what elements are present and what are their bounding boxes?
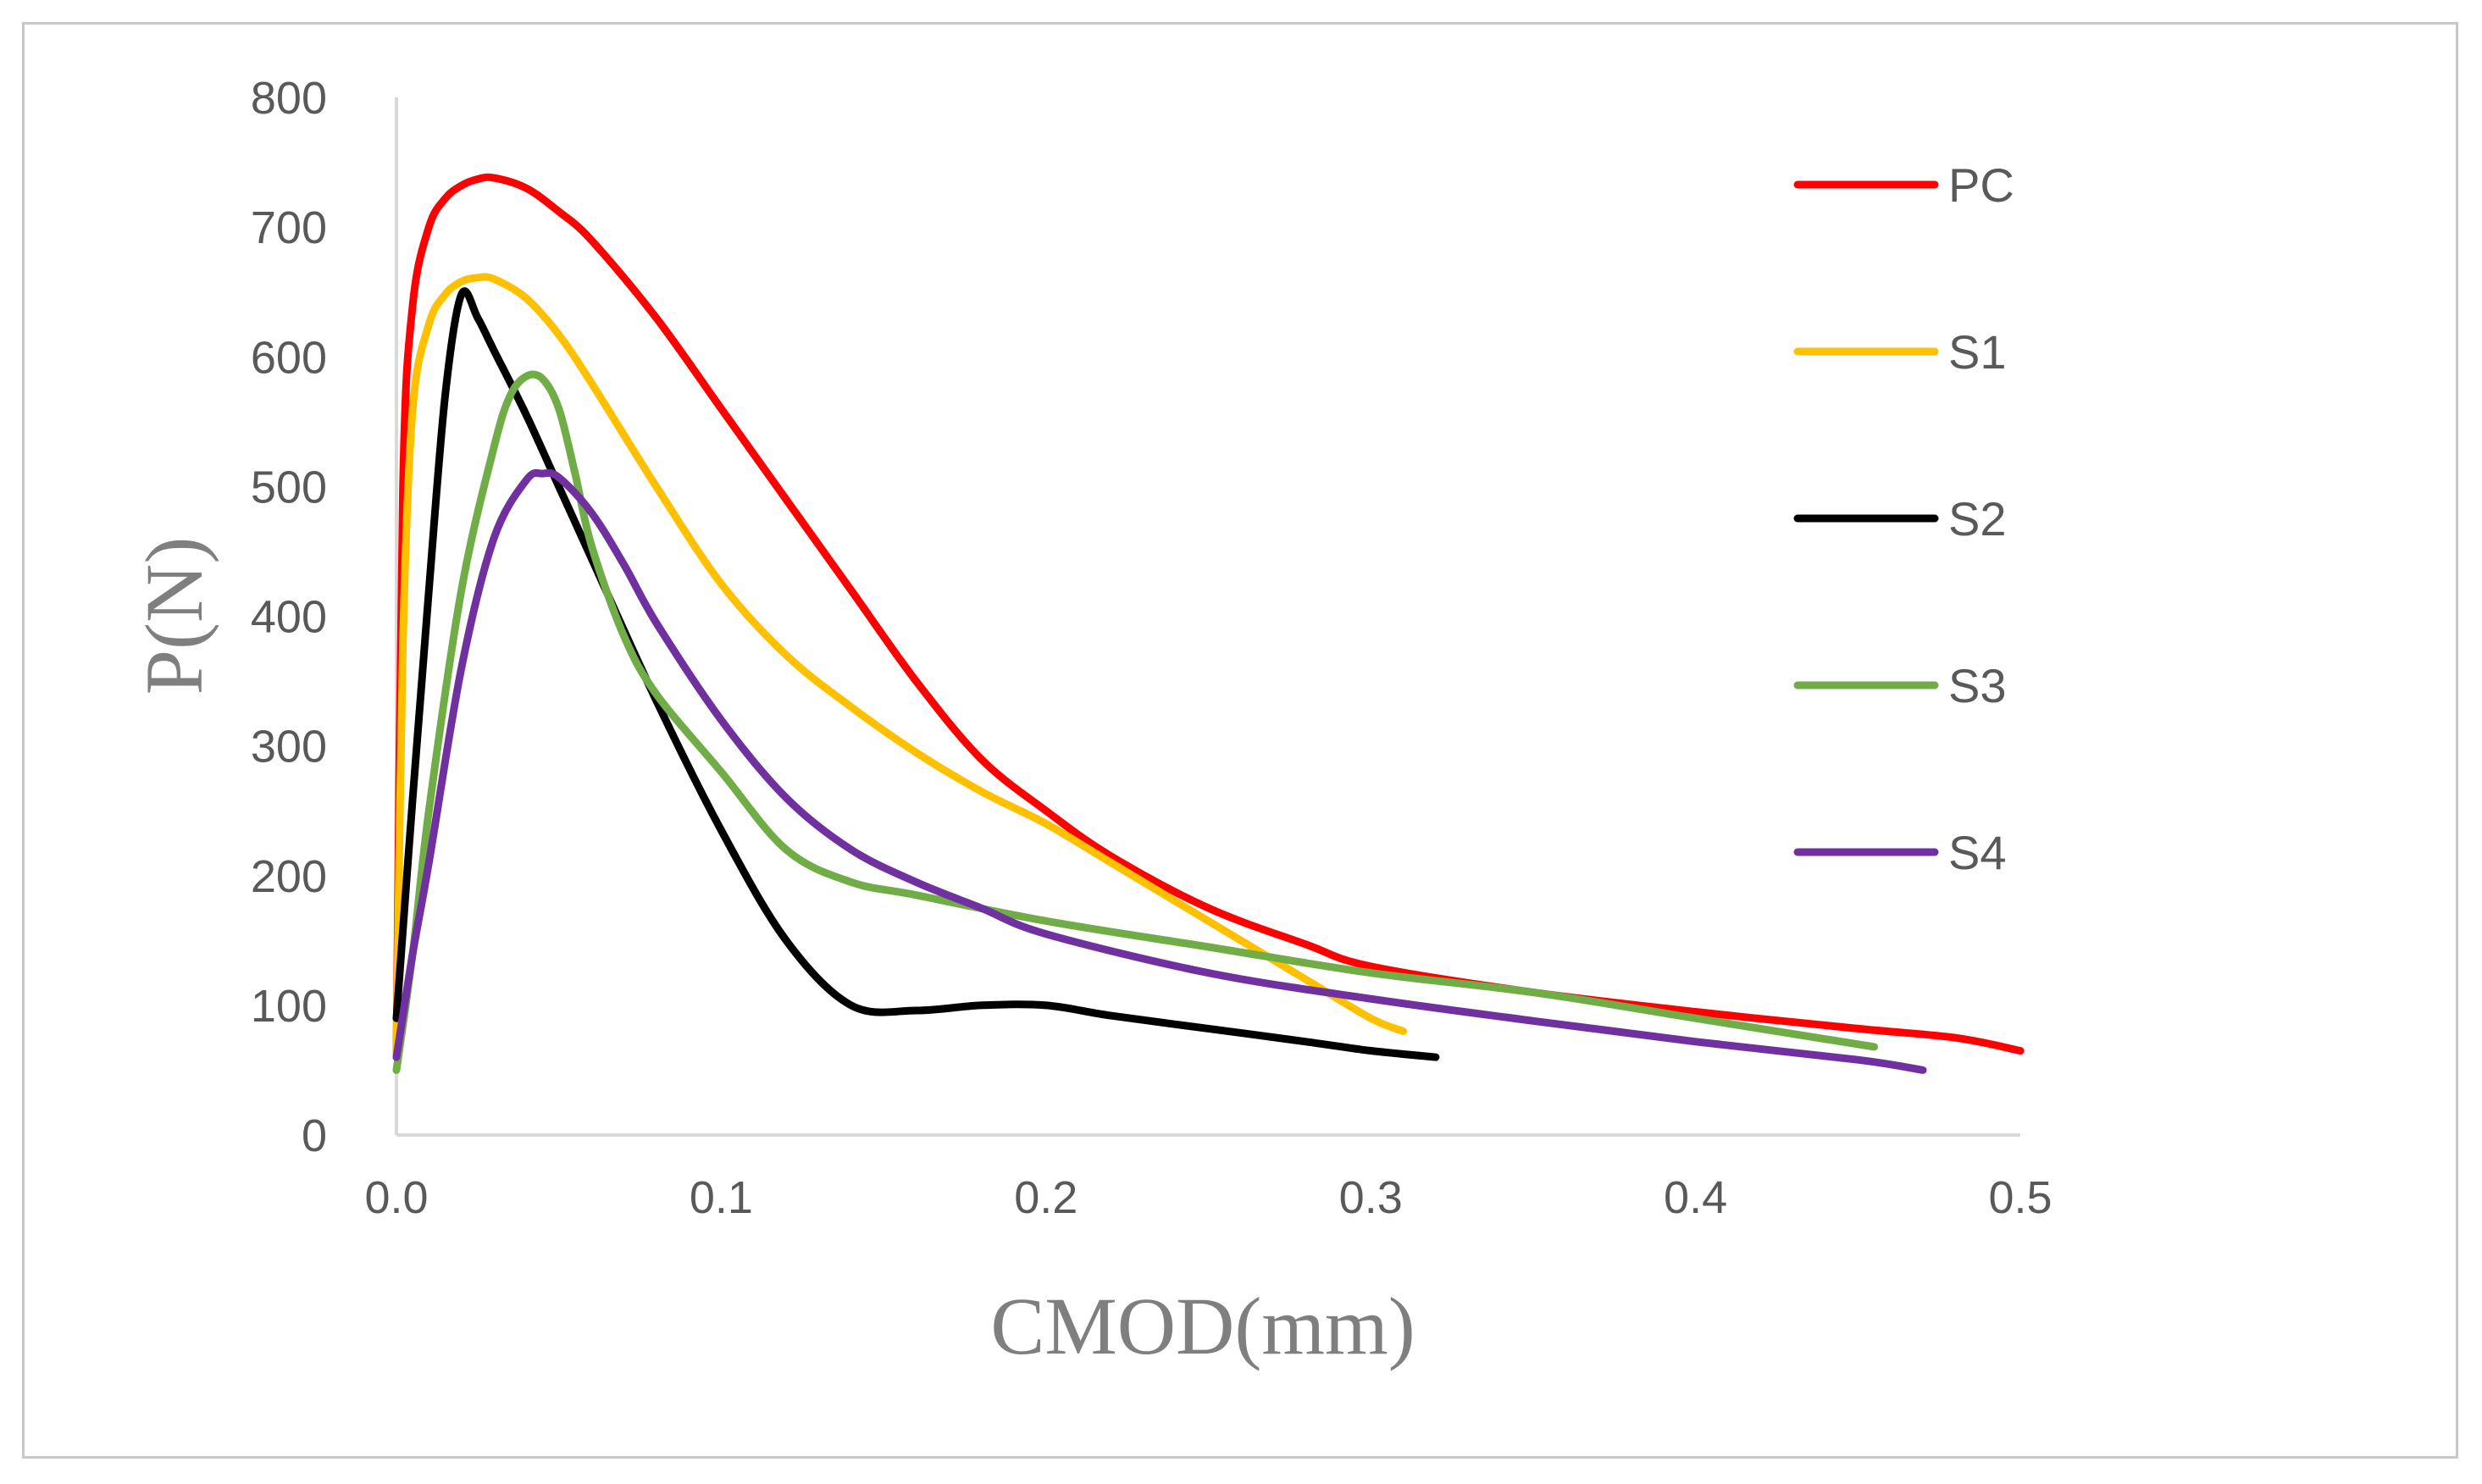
y-tick-label: 800 [251,73,327,124]
x-tick-label: 0.4 [1664,1172,1727,1223]
legend-label-s4: S4 [1948,826,2007,879]
y-axis-title: P(N) [129,537,219,695]
x-tick-label: 0.0 [364,1172,428,1223]
legend-label-s1: S1 [1948,325,2007,379]
x-tick-label: 0.1 [690,1172,753,1223]
chart-frame [22,22,2458,1459]
axes [395,97,2020,1137]
y-tick-label: 700 [251,202,327,253]
y-tick-label: 100 [251,981,327,1032]
legend-label-s2: S2 [1948,492,2007,545]
tick-labels: 0.0 0.1 0.2 0.3 0.4 0.5 0 100 200 300 400 500 600 700… [251,73,2053,1223]
y-tick-label: 500 [251,462,327,512]
x-tick-label: 0.2 [1014,1172,1078,1223]
y-tick-label: 600 [251,332,327,383]
y-tick-label: 200 [251,851,327,902]
legend-label-s3: S3 [1948,659,2007,712]
series-line-s1 [392,273,1407,1061]
x-tick-label: 0.3 [1339,1172,1403,1223]
series-line-s3 [392,370,1878,1074]
series-lines [392,173,2025,1074]
x-tick-label: 0.5 [1988,1172,2052,1223]
y-tick-label: 0 [302,1110,327,1161]
x-axis-title: CMOD(mm) [990,1281,1415,1371]
series-line-s2 [392,287,1440,1061]
y-tick-label: 300 [251,722,327,772]
y-tick-label: 400 [251,592,327,643]
legend-label-pc: PC [1948,158,2014,212]
legend: PC S1 S2 S3 S4 [1793,158,2014,879]
series-line-s4 [392,468,1927,1074]
